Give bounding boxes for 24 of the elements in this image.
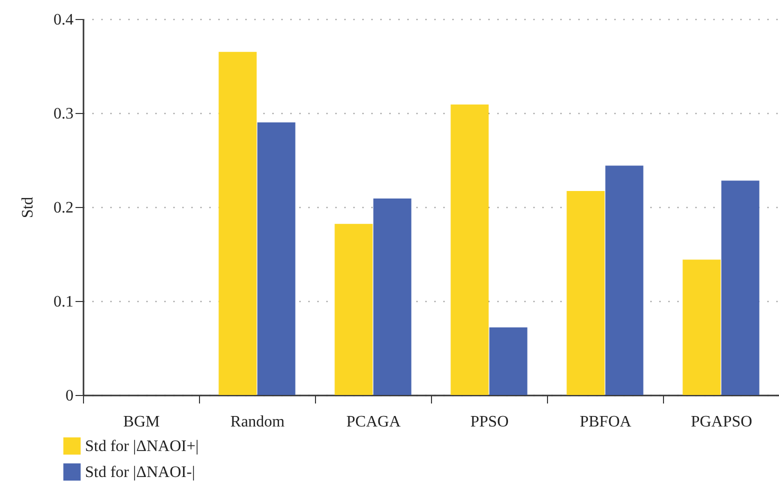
- bar: [334, 224, 373, 395]
- y-tick-label: 0.2: [54, 200, 74, 216]
- x-tick-label: PBFOA: [580, 414, 632, 430]
- bar: [682, 260, 721, 395]
- y-tick-label: 0: [66, 388, 74, 404]
- x-tick-label: PGAPSO: [690, 414, 752, 430]
- x-tick-label: BGM: [123, 414, 160, 430]
- x-tick-label: Random: [230, 414, 286, 430]
- x-tick-label: PPSO: [470, 414, 509, 430]
- bar: [257, 122, 296, 395]
- y-tick-label: 0.3: [54, 106, 74, 122]
- legend-label: Std for |ΔNAOI-|: [85, 464, 196, 481]
- bar: [373, 198, 412, 395]
- bar: [605, 166, 644, 395]
- bar: [566, 191, 605, 395]
- y-axis-title: Std: [20, 196, 36, 218]
- legend-label: Std for |ΔNAOI+|: [85, 438, 199, 455]
- bar: [721, 180, 760, 395]
- bar: [450, 104, 489, 395]
- bar: [489, 327, 528, 395]
- x-tick-label: PCAGA: [346, 414, 402, 430]
- bar: [218, 52, 257, 395]
- y-tick-label: 0.1: [54, 294, 74, 310]
- y-tick-label: 0.4: [54, 12, 74, 28]
